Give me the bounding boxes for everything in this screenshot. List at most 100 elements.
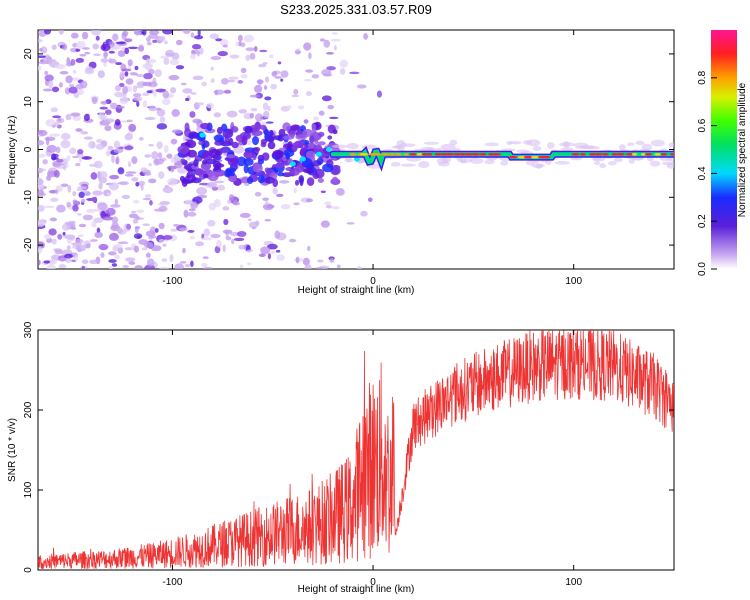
heatmap-noise-blob — [201, 263, 208, 268]
heatmap-halo-blob — [525, 160, 536, 166]
chart-title: S233.2025.331.03.57.R09 — [280, 2, 432, 17]
heatmap-band-blob — [263, 129, 270, 136]
heatmap-noise-blob — [56, 204, 66, 213]
heatmap-halo-blob — [666, 157, 674, 162]
heatmap-noise-blob — [81, 259, 89, 264]
heatmap-noise-blob — [274, 76, 282, 79]
heatmap-noise-blob — [117, 247, 124, 254]
heatmap-noise-blob — [117, 227, 123, 234]
heatmap-noise-blob — [125, 257, 136, 262]
heatmap-noise-blob — [38, 60, 50, 65]
heatmap-peak-blob — [395, 152, 402, 156]
heatmap-band-blob — [290, 126, 301, 131]
heatmap-band-blob — [283, 135, 295, 140]
heatmap-noise-blob — [39, 48, 43, 52]
heatmap-noise-blob — [88, 163, 98, 168]
bottom-y-tick-label: 0 — [23, 567, 34, 573]
heatmap-noise-blob — [215, 38, 223, 42]
heatmap-noise-blob — [133, 96, 143, 102]
heatmap-noise-blob — [367, 197, 373, 202]
heatmap-band-blob — [213, 134, 225, 143]
heatmap-halo-blob — [561, 147, 574, 152]
heatmap-band-blob — [216, 126, 223, 135]
heatmap-noise-blob — [133, 245, 140, 253]
heatmap-noise-blob — [46, 144, 58, 153]
heatmap-noise-blob — [51, 86, 60, 93]
heatmap-noise-blob — [42, 159, 48, 165]
heatmap-noise-blob — [71, 259, 77, 263]
heatmap-peak-blob — [509, 155, 518, 159]
heatmap-peak-blob — [372, 152, 382, 156]
heatmap-noise-blob — [182, 30, 191, 34]
heatmap-noise-blob — [220, 39, 229, 47]
heatmap-noise-blob — [148, 234, 154, 240]
heatmap-noise-blob — [260, 246, 271, 255]
colorbar: 0.0 0.2 0.4 0.6 0.8 Normalized spectral ampl… — [697, 30, 748, 276]
heatmap-noise-blob — [68, 83, 75, 88]
heatmap-noise-blob — [163, 144, 169, 154]
heatmap-noise-blob — [166, 153, 173, 159]
heatmap-noise-blob — [108, 259, 117, 263]
heatmap-halo-blob — [440, 143, 456, 151]
heatmap-band-blob — [294, 179, 300, 186]
heatmap-noise-blob — [182, 247, 186, 254]
top-y-tick-label: -10 — [23, 190, 34, 205]
heatmap-noise-blob — [142, 100, 148, 108]
heatmap-noise-blob — [268, 54, 274, 59]
heatmap-noise-blob — [249, 112, 255, 119]
heatmap-noise-blob — [137, 45, 145, 52]
heatmap-noise-blob — [325, 204, 332, 209]
heatmap-noise-blob — [48, 228, 57, 236]
heatmap-noise-blob — [376, 90, 383, 98]
heatmap-peak-blob — [531, 155, 540, 159]
heatmap-noise-blob — [148, 143, 154, 147]
heatmap-noise-blob — [94, 231, 103, 238]
heatmap-noise-blob — [99, 171, 108, 180]
heatmap-noise-blob — [170, 87, 177, 94]
heatmap-noise-blob — [100, 43, 111, 52]
heatmap-halo-blob — [562, 141, 570, 148]
heatmap-noise-blob — [183, 209, 189, 218]
heatmap-noise-blob — [50, 197, 59, 202]
heatmap-noise-blob — [122, 264, 130, 269]
heatmap-noise-blob — [167, 177, 178, 186]
heatmap-noise-blob — [331, 32, 338, 35]
heatmap-noise-blob — [222, 206, 230, 211]
heatmap-noise-blob — [275, 249, 281, 253]
colorbar-tick-label: 0.4 — [697, 166, 708, 180]
heatmap-peak-blob — [593, 152, 603, 156]
heatmap-noise-blob — [270, 83, 278, 90]
top-y-tick-label: -20 — [23, 237, 34, 252]
heatmap-noise-blob — [320, 190, 326, 194]
heatmap-band-blob — [306, 177, 315, 186]
heatmap-noise-blob — [237, 79, 244, 84]
heatmap-peak-blob — [654, 152, 662, 156]
heatmap-halo-blob — [436, 157, 449, 165]
heatmap-noise-blob — [228, 194, 235, 201]
heatmap-noise-blob — [157, 171, 165, 180]
heatmap-noise-blob — [124, 47, 130, 55]
heatmap-halo-blob — [554, 160, 571, 165]
heatmap-peak-blob — [416, 152, 424, 156]
heatmap-band-blob — [264, 176, 275, 184]
heatmap-band-blob — [251, 130, 263, 137]
heatmap-noise-blob — [159, 267, 169, 269]
heatmap-noise-blob — [159, 116, 166, 123]
heatmap-noise-blob — [44, 30, 51, 35]
heatmap-noise-blob — [190, 260, 194, 268]
top-y-tick-label: 20 — [23, 48, 34, 60]
heatmap-band-blob — [317, 141, 326, 146]
heatmap-noise-blob — [91, 96, 98, 105]
heatmap-noise-blob — [267, 105, 271, 112]
heatmap-halo-blob — [649, 160, 661, 167]
heatmap-noise-blob — [58, 264, 67, 269]
heatmap-noise-blob — [293, 202, 300, 206]
heatmap-noise-blob — [228, 76, 239, 80]
heatmap-noise-blob — [138, 180, 146, 186]
heatmap-noise-blob — [357, 84, 367, 89]
heatmap-noise-blob — [202, 266, 213, 269]
heatmap-noise-blob — [162, 186, 174, 194]
heatmap-noise-blob — [197, 30, 201, 37]
heatmap-halo-blob — [575, 145, 588, 150]
heatmap-band-blob — [226, 128, 233, 135]
